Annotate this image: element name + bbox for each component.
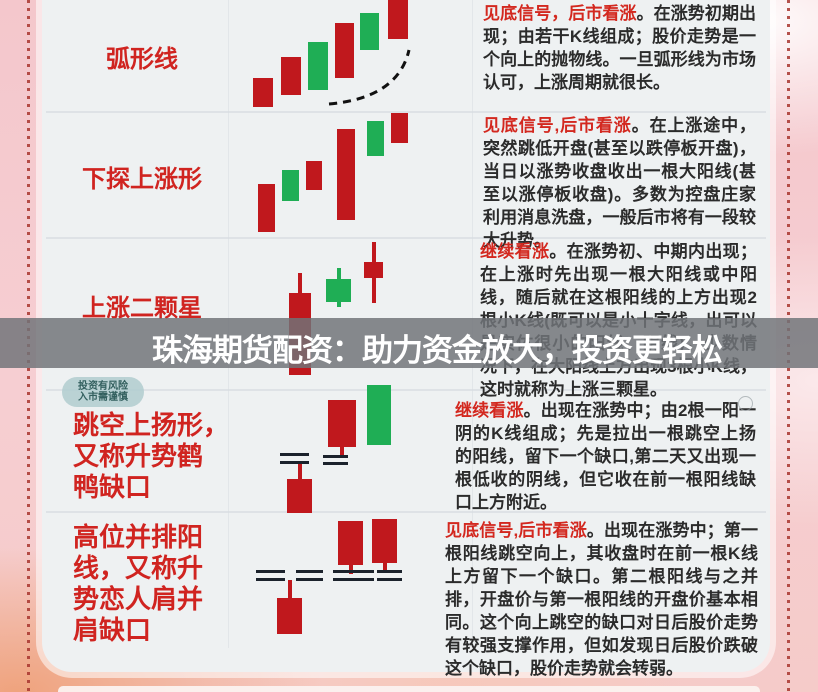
- candlestick-body: [328, 400, 356, 447]
- badge-line-2: 入市需谨慎: [78, 392, 128, 403]
- pattern-description: 见底信号，后市看涨。在涨势初期出现；由若干K线组成；股价走势是一个向上的抛物线。…: [483, 2, 756, 94]
- candlestick-body: [335, 23, 354, 78]
- candlestick-body: [367, 385, 391, 445]
- gap-line: [377, 570, 402, 573]
- pattern-name: 弧形线: [106, 45, 178, 73]
- signal-label: 见底信号，后市看涨: [483, 4, 637, 23]
- gap-line: [296, 578, 323, 581]
- signal-label: 继续看涨: [480, 242, 550, 261]
- candlestick-body: [364, 262, 383, 278]
- candlestick-wick: [336, 268, 341, 279]
- candlestick-wick: [298, 273, 302, 293]
- gap-line: [256, 570, 285, 573]
- candlestick-body: [326, 279, 351, 302]
- risk-disclaimer-badge: 投资有风险 入市需谨慎: [62, 377, 144, 407]
- pattern-name: 高位并排阳 线，又称升 势恋人肩并 肩缺口: [73, 522, 204, 645]
- candlestick-body: [308, 42, 328, 90]
- gap-line: [377, 578, 402, 581]
- row-divider: [46, 511, 766, 513]
- candlestick-wick: [297, 463, 302, 479]
- pattern-description: 见底信号,后市看涨。在上涨途中，突然跳低开盘(甚至以跌停板开盘)，当日以涨势收盘…: [483, 114, 756, 252]
- candlestick-wick: [382, 563, 387, 572]
- row-divider: [46, 389, 766, 391]
- pattern-name: 上涨二颗星: [82, 294, 202, 322]
- candlestick-body: [306, 161, 322, 190]
- candlestick-body: [360, 13, 379, 50]
- candlestick-body: [372, 519, 397, 563]
- candlestick-body: [277, 598, 302, 634]
- candlestick-body: [391, 113, 408, 143]
- gap-line: [296, 570, 323, 573]
- description-text: 。出现在涨势中；由2根一阳一阴的K线组成；先是拉出一根跳空上扬的阳线，留下一个缺…: [455, 401, 756, 512]
- signal-label: 继续看涨: [455, 401, 524, 420]
- gap-line: [280, 461, 309, 464]
- candlestick-wick: [340, 447, 344, 456]
- candlestick-body: [337, 129, 355, 220]
- watermark-banner: 珠海期货配资：助力资金放大，投资更轻松: [0, 318, 818, 368]
- badge-line-1: 投资有风险: [78, 381, 128, 392]
- pattern-description: 继续看涨。出现在涨势中；由2根一阳一阴的K线组成；先是拉出一根跳空上扬的阳线，留…: [455, 399, 756, 514]
- candlestick-body: [287, 479, 312, 513]
- next-card-edge: [58, 686, 760, 692]
- row-divider: [46, 237, 766, 239]
- pattern-name: 下探上涨形: [82, 165, 202, 193]
- candlestick-body: [258, 184, 275, 232]
- candlestick-body: [388, 0, 408, 39]
- pattern-name: 跳空上扬形， 又称升势鹤 鸭缺口: [73, 410, 230, 502]
- candlestick-body: [253, 78, 273, 107]
- candlestick-wick: [371, 242, 376, 262]
- candlestick-wick: [371, 278, 376, 303]
- gap-line: [323, 455, 348, 458]
- candlestick-body: [338, 521, 363, 565]
- signal-label: 见底信号,后市看涨: [483, 116, 632, 135]
- signal-label: 见底信号,后市看涨: [445, 521, 587, 540]
- candlestick-wick: [348, 565, 353, 574]
- candlestick-body: [367, 121, 384, 156]
- gap-line: [333, 570, 374, 573]
- gap-line: [280, 453, 309, 456]
- candlestick-wick: [287, 580, 292, 598]
- candlestick-body: [282, 170, 299, 201]
- description-text: 。出现在涨势中；第一根阳线跳空向上，其收盘时在前一根K线上方留下一个缺口。第二根…: [445, 521, 758, 678]
- watermark-text: 珠海期货配资：助力资金放大，投资更轻松: [152, 333, 723, 368]
- gap-line: [256, 578, 285, 581]
- description-text: 。在涨势初期出现；由若干K线组成；股价走势是一个向上的抛物线。一旦弧形线为市场认…: [483, 4, 757, 92]
- candlestick-body: [281, 57, 301, 95]
- gap-line: [333, 578, 374, 581]
- stamp-icon: [738, 396, 753, 411]
- pattern-description: 见底信号,后市看涨。出现在涨势中；第一根阳线跳空向上，其收盘时在前一根K线上方留…: [445, 519, 758, 680]
- gap-line: [323, 462, 348, 465]
- candlestick-wick: [336, 302, 341, 307]
- description-text: 。在上涨途中，突然跳低开盘(甚至以跌停板开盘)，当日以涨势收盘收出一根大阳线(甚…: [483, 116, 756, 250]
- row-divider: [46, 111, 766, 113]
